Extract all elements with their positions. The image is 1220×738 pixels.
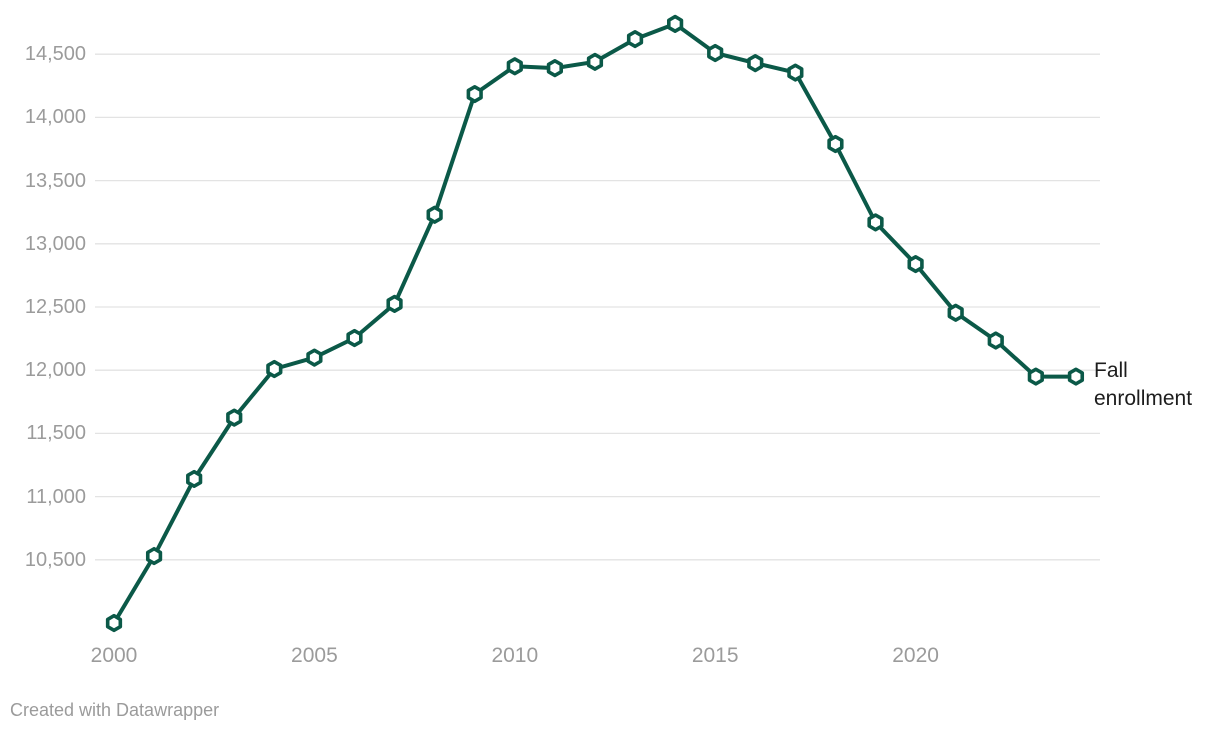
y-axis-tick-label: 14,000	[24, 106, 86, 129]
data-point-marker[interactable]	[586, 52, 604, 71]
data-point-marker[interactable]	[947, 303, 964, 322]
y-axis-tick-label: 11,000	[26, 485, 86, 508]
data-point-marker[interactable]	[426, 205, 443, 224]
data-point-marker[interactable]	[667, 14, 684, 33]
data-point-marker[interactable]	[747, 53, 764, 73]
data-point-marker[interactable]	[145, 546, 163, 566]
y-axis-tick-label: 13,000	[24, 232, 86, 255]
data-point-marker[interactable]	[1067, 367, 1085, 386]
data-point-marker[interactable]	[546, 59, 563, 78]
y-axis-tick-label: 12,000	[24, 359, 86, 382]
datawrapper-attribution-link[interactable]: Created with Datawrapper	[10, 700, 220, 720]
data-point-marker[interactable]	[987, 331, 1004, 350]
data-point-marker[interactable]	[466, 84, 483, 104]
x-axis-tick-label: 2020	[892, 644, 939, 667]
y-axis-tick-label: 12,500	[24, 296, 86, 318]
series-direct-label: Fall enrollment	[1094, 359, 1193, 410]
y-axis-tick-label: 14,500	[24, 43, 86, 66]
data-point-marker[interactable]	[787, 63, 804, 82]
data-point-marker[interactable]	[707, 43, 724, 63]
data-point-marker[interactable]	[386, 294, 403, 313]
data-point-marker[interactable]	[306, 348, 323, 367]
x-axis-tick-label: 2005	[291, 644, 338, 667]
data-point-marker[interactable]	[105, 613, 123, 633]
y-axis-tick-label: 10,500	[24, 548, 86, 571]
data-point-marker[interactable]	[506, 57, 523, 76]
data-point-marker[interactable]	[827, 134, 844, 154]
data-point-marker[interactable]	[186, 469, 203, 489]
data-point-marker[interactable]	[1027, 367, 1044, 386]
y-axis-tick-label: 13,500	[24, 169, 86, 192]
enrollment-line	[112, 21, 1078, 625]
data-point-marker[interactable]	[867, 213, 884, 232]
x-axis-tick-label: 2000	[90, 644, 138, 667]
x-axis-tick-label: 2015	[691, 644, 739, 667]
data-point-marker[interactable]	[626, 29, 644, 49]
x-axis-tick-label: 2010	[491, 644, 539, 667]
line-chart-canvas	[95, 14, 1100, 633]
y-axis-tick-label: 11,500	[26, 422, 86, 445]
data-point-marker[interactable]	[226, 408, 243, 427]
data-point-marker[interactable]	[266, 359, 283, 379]
data-point-marker[interactable]	[907, 254, 924, 274]
data-point-marker[interactable]	[346, 328, 363, 348]
